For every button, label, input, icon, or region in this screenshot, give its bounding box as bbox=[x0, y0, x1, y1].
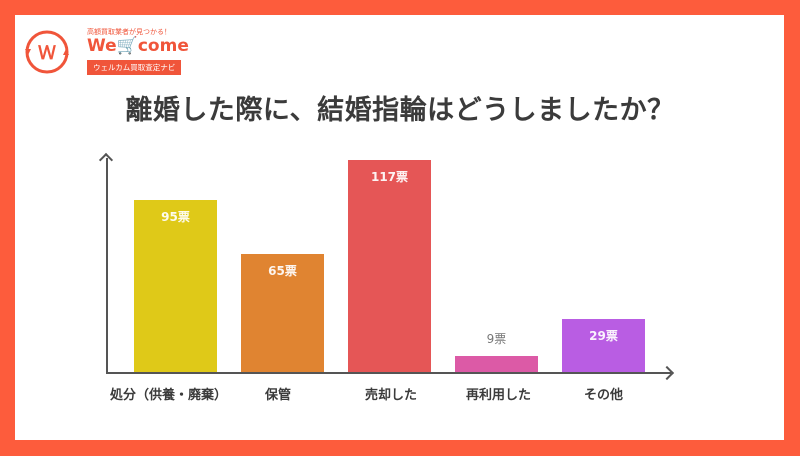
x-axis bbox=[106, 372, 671, 374]
category-label: 再利用した bbox=[466, 388, 532, 403]
bar-2: 117票 bbox=[348, 160, 431, 372]
y-axis bbox=[106, 158, 108, 374]
bar-0: 95票 bbox=[134, 200, 217, 372]
bar-value-label: 9票 bbox=[486, 332, 507, 346]
bar-1: 65票 bbox=[241, 254, 324, 372]
bar-3: 9票 bbox=[455, 332, 538, 372]
chart-title: 離婚した際に、結婚指輪はどうしましたか？ bbox=[125, 95, 675, 126]
category-label: 売却した bbox=[365, 388, 418, 403]
logo-cycle-icon: Ｗ bbox=[25, 30, 69, 74]
category-label: その他 bbox=[584, 388, 624, 403]
bar-value-label: 29票 bbox=[589, 329, 618, 343]
bar-value-label: 65票 bbox=[268, 264, 297, 278]
category-label: 保管 bbox=[265, 388, 292, 403]
svg-text:Ｗ: Ｗ bbox=[38, 43, 56, 64]
bar-value-label: 95票 bbox=[161, 210, 190, 224]
bar-value-label: 117票 bbox=[370, 170, 409, 184]
logo-tagline: 高額買取業者が見つかる！ bbox=[87, 28, 171, 36]
x-axis-arrow-icon bbox=[659, 365, 675, 381]
logo-badge: ウェルカム買取査定ナビ bbox=[87, 60, 182, 75]
category-label: 処分（供養・廃棄） bbox=[110, 388, 228, 403]
wordmark-left: We bbox=[87, 36, 117, 56]
logo-wordmark: We🛒come bbox=[87, 37, 197, 55]
cart-icon: 🛒 bbox=[116, 36, 138, 56]
wordmark-right: come bbox=[137, 36, 189, 56]
y-axis-arrow-icon bbox=[98, 152, 114, 168]
bar-4: 29票 bbox=[562, 319, 645, 372]
